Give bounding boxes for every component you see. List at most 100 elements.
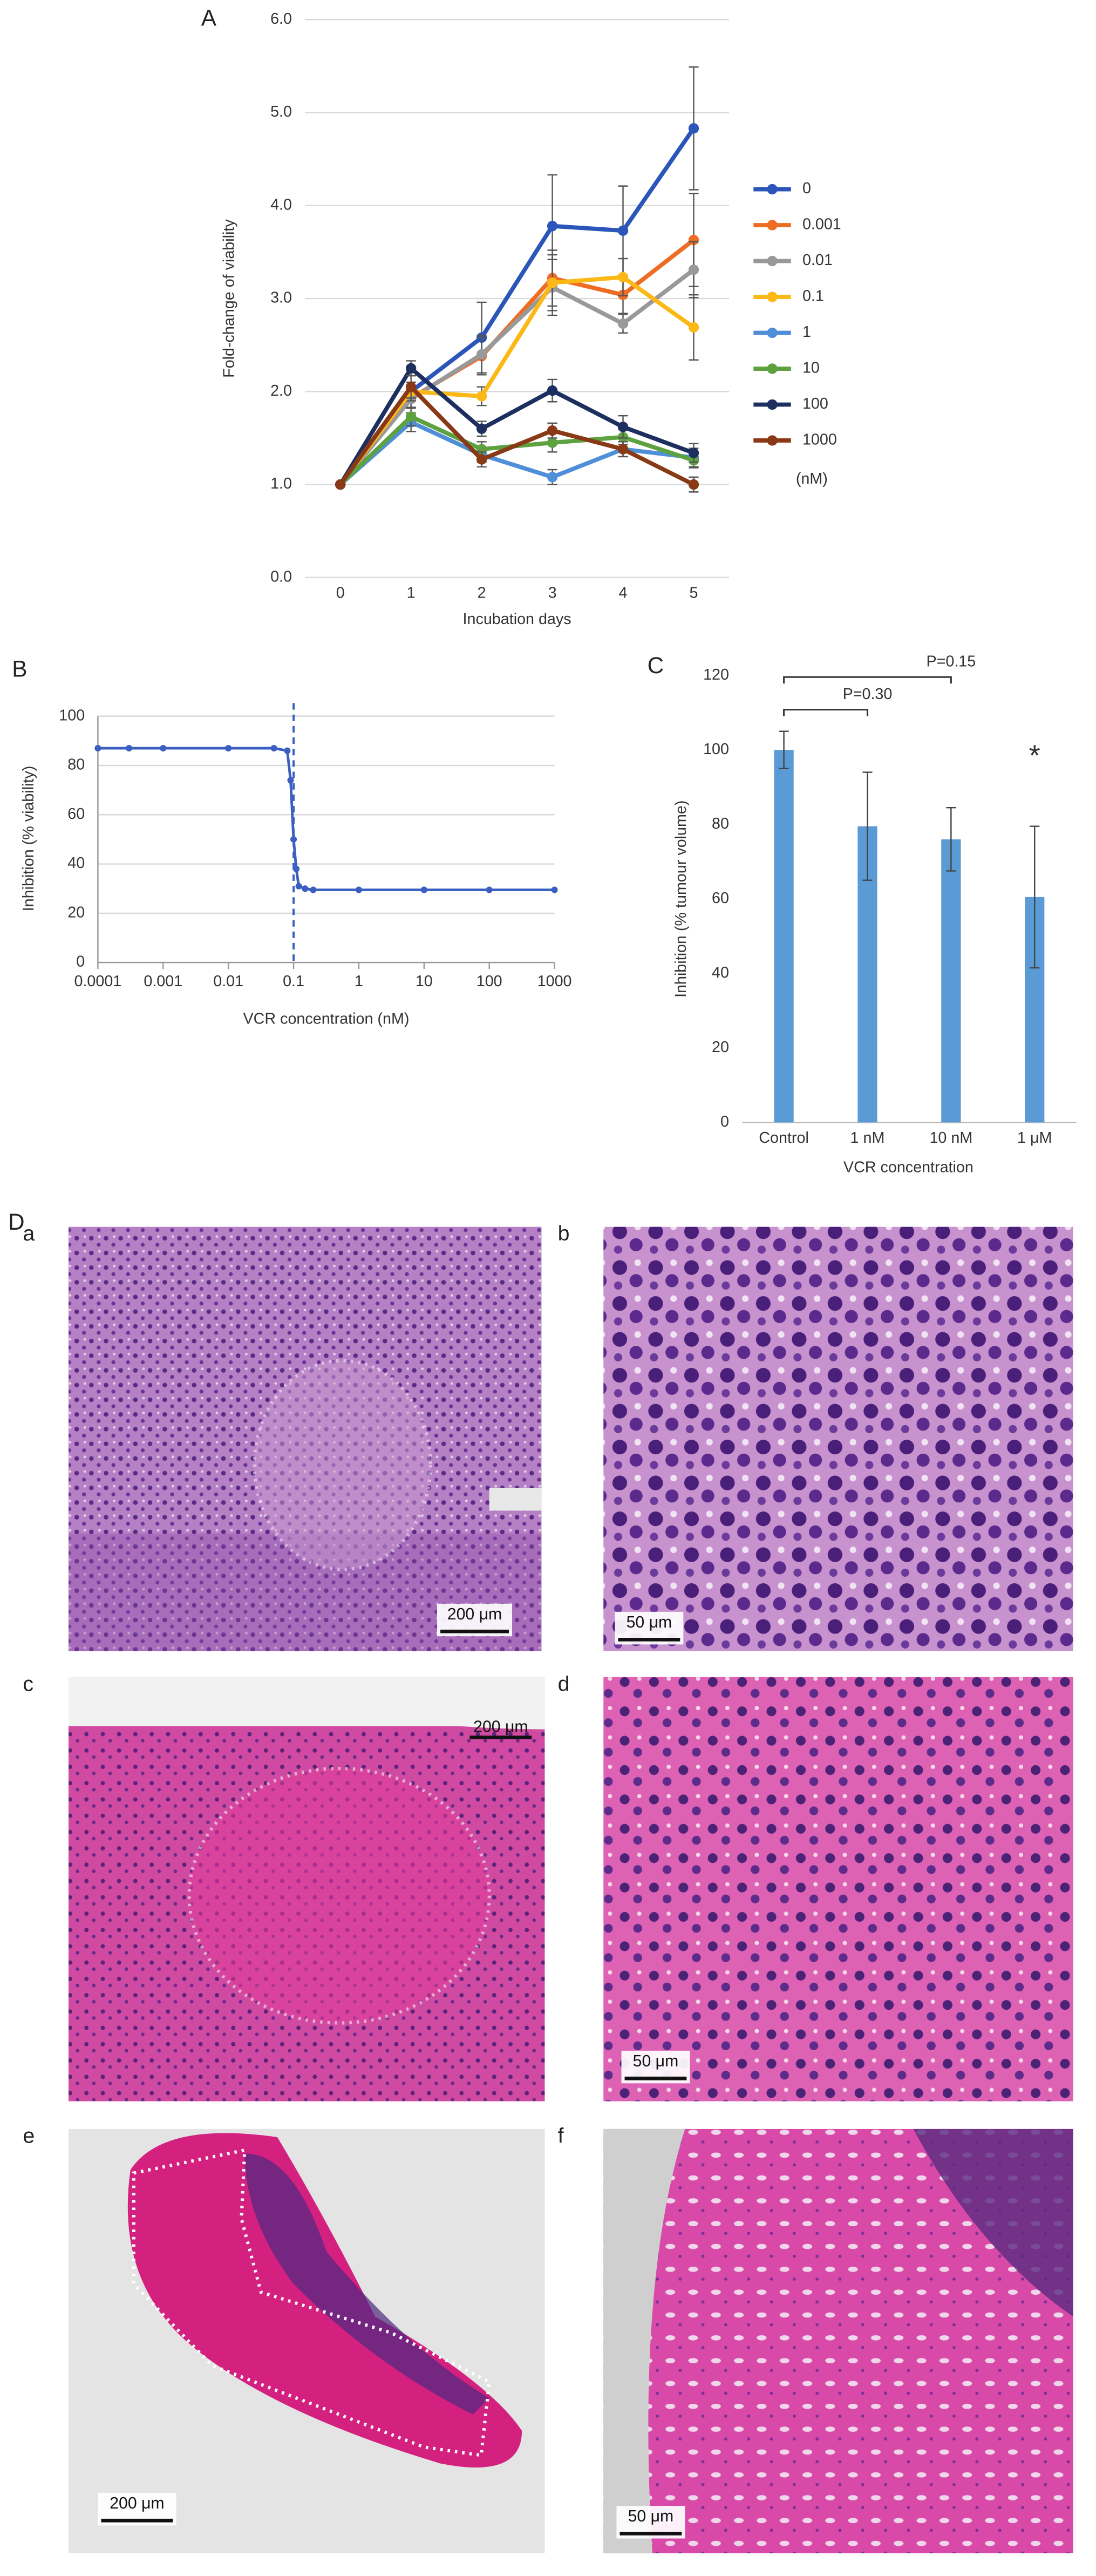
y-tick-label: 80	[712, 815, 729, 832]
region-outline	[253, 1359, 432, 1571]
x-tick-label: 0.001	[144, 973, 182, 990]
image-label: b	[558, 1222, 570, 1245]
point	[617, 422, 629, 432]
point	[688, 123, 699, 134]
point	[617, 318, 629, 329]
y-tick-label: 0	[720, 1113, 729, 1130]
y-tick-label: 60	[67, 805, 85, 823]
y-axis-title: Inhibition (% viability)	[20, 766, 37, 912]
micrograph	[603, 1226, 1073, 1651]
x-tick-label: 0.01	[213, 973, 243, 990]
panel-label: D	[8, 1209, 25, 1235]
background	[603, 2128, 685, 2553]
legend-label: 10	[802, 360, 820, 377]
legend-marker	[767, 363, 778, 374]
point	[94, 745, 101, 752]
series-line	[98, 747, 555, 891]
point	[160, 745, 167, 752]
x-tick-label: 4	[619, 585, 628, 602]
bar	[774, 750, 794, 1123]
scale-bar-label: 50 μm	[628, 2507, 674, 2525]
point	[302, 885, 309, 892]
x-tick-label: 2	[478, 585, 486, 602]
micrographs	[68, 1226, 1073, 2553]
x-tick-label: 10	[416, 973, 433, 990]
x-tick-label: 1 μM	[1017, 1129, 1052, 1147]
series-line	[338, 275, 695, 486]
x-tick-label: 0.0001	[74, 973, 121, 990]
image-label: f	[558, 2124, 564, 2147]
legend-marker	[767, 255, 778, 267]
scale-bar-label: 200 μm	[447, 1605, 502, 1623]
point	[486, 886, 493, 893]
series-line	[339, 420, 694, 486]
legend-label: 1	[802, 323, 811, 341]
point	[225, 745, 232, 752]
point	[688, 264, 699, 275]
x-tick-label: 3	[548, 585, 557, 602]
point	[547, 221, 558, 232]
point	[405, 363, 417, 374]
tissue-layer	[244, 2153, 489, 2415]
x-tick-label: 1 nM	[850, 1129, 885, 1147]
scale-bar-label: 50 μm	[627, 1614, 672, 1631]
legend-marker	[767, 184, 778, 195]
y-tick-label: 1.0	[270, 475, 292, 492]
point	[335, 479, 346, 490]
y-tick-label: 20	[712, 1039, 729, 1056]
x-tick-label: 1	[355, 973, 363, 990]
point	[688, 234, 699, 246]
y-tick-label: 100	[703, 741, 729, 758]
region-outline	[187, 1767, 491, 2025]
legend-marker	[767, 399, 778, 410]
legend-label: 0.01	[802, 252, 833, 269]
point	[617, 272, 629, 283]
x-tick-label: 10 nM	[929, 1129, 972, 1147]
point	[295, 883, 302, 890]
y-tick-label: 40	[67, 855, 85, 872]
legend-label: 0.001	[802, 216, 841, 233]
scale-bar-label: 200 μm	[110, 2494, 164, 2512]
point	[476, 349, 487, 360]
y-tick-label: 40	[712, 964, 729, 981]
point	[284, 747, 291, 754]
point	[476, 423, 487, 434]
y-tick-label: 100	[59, 707, 85, 724]
y-tick-label: 120	[703, 666, 729, 683]
legend-marker	[767, 327, 778, 338]
point	[405, 382, 417, 392]
point	[547, 277, 558, 288]
y-tick-label: 0	[76, 953, 85, 971]
series-line	[338, 366, 695, 486]
scale-bar-label: 50 μm	[633, 2052, 679, 2070]
point	[547, 425, 558, 436]
x-tick-label: 5	[689, 585, 698, 602]
y-tick-label: 3.0	[270, 289, 292, 307]
micrograph	[603, 1677, 1073, 2102]
legend-label: 0	[802, 180, 811, 197]
point	[290, 836, 297, 843]
point	[547, 385, 558, 396]
image-label: c	[23, 1672, 33, 1696]
error-bar	[862, 771, 873, 881]
error-bar	[779, 730, 789, 769]
y-tick-label: 0.0	[270, 568, 292, 585]
legend-label: 0.1	[802, 288, 824, 305]
x-axis-title: VCR concentration (nM)	[243, 1010, 410, 1027]
y-tick-label: 2.0	[270, 382, 292, 399]
image-label: e	[23, 2124, 35, 2147]
point	[617, 225, 629, 236]
bar	[941, 839, 961, 1123]
y-axis-title: Inhibition (% tumour volume)	[672, 801, 690, 998]
y-tick-label: 6.0	[270, 10, 292, 28]
point	[547, 472, 558, 483]
x-tick-label: 1000	[537, 973, 572, 990]
legend-label: 100	[802, 395, 828, 412]
background	[68, 1677, 545, 1730]
significance-marker: *	[1029, 739, 1040, 772]
significance-bracket	[783, 709, 868, 716]
panel-label: B	[12, 656, 27, 681]
image-label: a	[23, 1222, 35, 1245]
legend-note: (nM)	[796, 470, 828, 487]
